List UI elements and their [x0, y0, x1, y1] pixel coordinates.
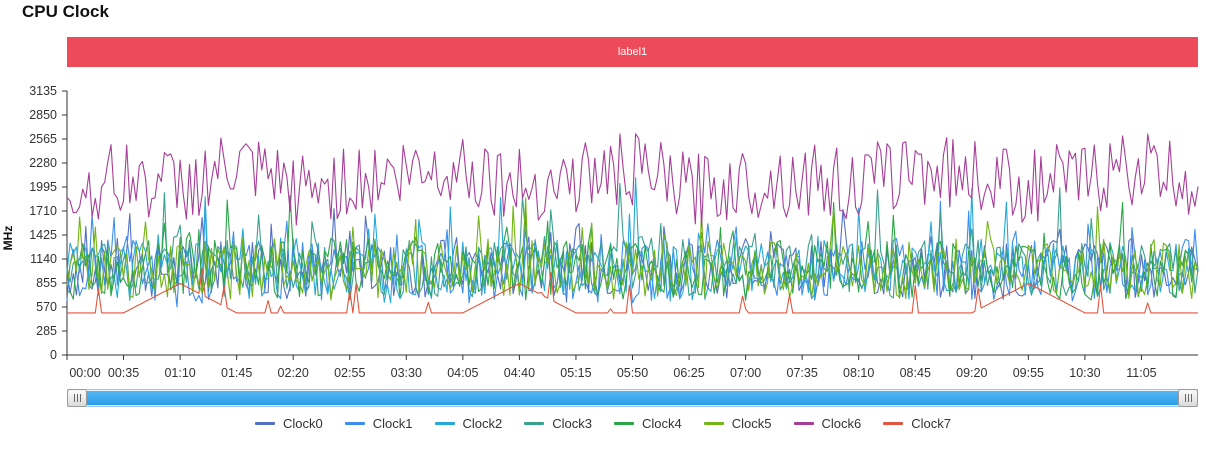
legend-item-clock1[interactable]: Clock1 [344, 416, 413, 431]
legend-item-clock7[interactable]: Clock7 [883, 416, 951, 431]
y-tick-label: 2850 [29, 108, 57, 122]
x-tick-label: 04:40 [504, 366, 535, 380]
series-line-clock4 [66, 195, 1199, 301]
legend-swatch [524, 422, 545, 425]
legend-swatch [793, 422, 814, 425]
y-tick-label: 1425 [29, 228, 57, 242]
x-tick-label: 10:30 [1069, 366, 1100, 380]
series-line-clock3 [66, 182, 1199, 301]
y-axis-label: MHz [1, 226, 15, 251]
x-tick-label: 06:25 [673, 366, 704, 380]
x-tick-label: 01:45 [221, 366, 252, 380]
x-tick-label: 08:45 [900, 366, 931, 380]
legend-item-clock6[interactable]: Clock6 [793, 416, 862, 431]
legend-item-clock2[interactable]: Clock2 [434, 416, 503, 431]
y-tick-label: 855 [36, 276, 57, 290]
legend-label: Clock2 [462, 416, 503, 431]
legend-label: Clock6 [821, 416, 862, 431]
legend-item-clock0[interactable]: Clock0 [255, 416, 323, 431]
series-line-clock6 [66, 133, 1199, 227]
slider-range[interactable] [79, 391, 1186, 405]
x-tick-label: 09:55 [1013, 366, 1044, 380]
x-tick-label: 05:50 [617, 366, 648, 380]
x-tick-label: 11:05 [1126, 366, 1156, 380]
x-tick-label: 08:10 [843, 366, 874, 380]
y-tick-label: 0 [50, 348, 57, 362]
slider-left-handle[interactable] [67, 389, 87, 407]
legend-label: Clock5 [731, 416, 772, 431]
legend-swatch [703, 422, 724, 425]
legend-swatch [614, 422, 634, 425]
y-tick-label: 2565 [29, 132, 57, 146]
x-tick-label: 02:55 [334, 366, 365, 380]
legend-label: Clock4 [642, 416, 682, 431]
x-tick-label: 04:05 [447, 366, 478, 380]
legend-swatch [883, 422, 904, 425]
y-tick-label: 1140 [30, 252, 57, 266]
x-tick-label: 05:15 [560, 366, 591, 380]
label-banner: label1 [67, 37, 1198, 67]
banner-label: label1 [617, 46, 648, 58]
line-chart: 0 285 570 855 1140 1425 1710 1995 2280 2565 2850 31… [1, 84, 1199, 380]
chart-legend: Clock0 Clock1 Clock2 Clock3 Clock4 Clock5 Cloc… [0, 416, 1206, 431]
x-tick-label: 09:20 [956, 366, 987, 380]
y-tick-label: 1710 [29, 204, 57, 218]
x-tick-label: 00:35 [108, 366, 139, 380]
x-tick-label: 03:30 [391, 366, 422, 380]
legend-label: Clock7 [911, 416, 951, 431]
y-tick-label: 570 [36, 300, 57, 314]
legend-swatch [344, 422, 365, 425]
x-tick-label: 00:00 [69, 366, 100, 380]
legend-swatch [434, 422, 455, 425]
legend-label: Clock1 [372, 416, 413, 431]
y-tick-label: 285 [36, 324, 57, 338]
x-tick-label: 07:00 [730, 366, 761, 380]
y-tick-label: 3135 [29, 84, 57, 98]
y-tick-label: 2280 [29, 156, 57, 170]
legend-label: Clock0 [283, 416, 323, 431]
x-tick-label: 01:10 [164, 366, 195, 380]
legend-label: Clock3 [552, 416, 592, 431]
legend-item-clock3[interactable]: Clock3 [524, 416, 592, 431]
legend-item-clock4[interactable]: Clock4 [614, 416, 682, 431]
x-tick-label: 07:35 [787, 366, 818, 380]
legend-swatch [255, 422, 275, 425]
series-lines [66, 133, 1199, 314]
chart-title: CPU Clock [22, 2, 109, 21]
slider-right-handle[interactable] [1178, 389, 1198, 407]
legend-item-clock5[interactable]: Clock5 [703, 416, 772, 431]
series-line-clock7 [67, 267, 1198, 314]
series-line-clock5 [66, 197, 1199, 301]
x-tick-label: 02:20 [278, 366, 309, 380]
y-axis: 0 285 570 855 1140 1425 1710 1995 2280 2565 2850 31… [29, 84, 68, 362]
x-axis: 00:00 00:35 01:10 01:45 02:20 02:55 03:30 04:05… [66, 354, 1198, 380]
zoom-slider[interactable] [67, 389, 1198, 407]
y-tick-label: 1995 [29, 180, 57, 194]
